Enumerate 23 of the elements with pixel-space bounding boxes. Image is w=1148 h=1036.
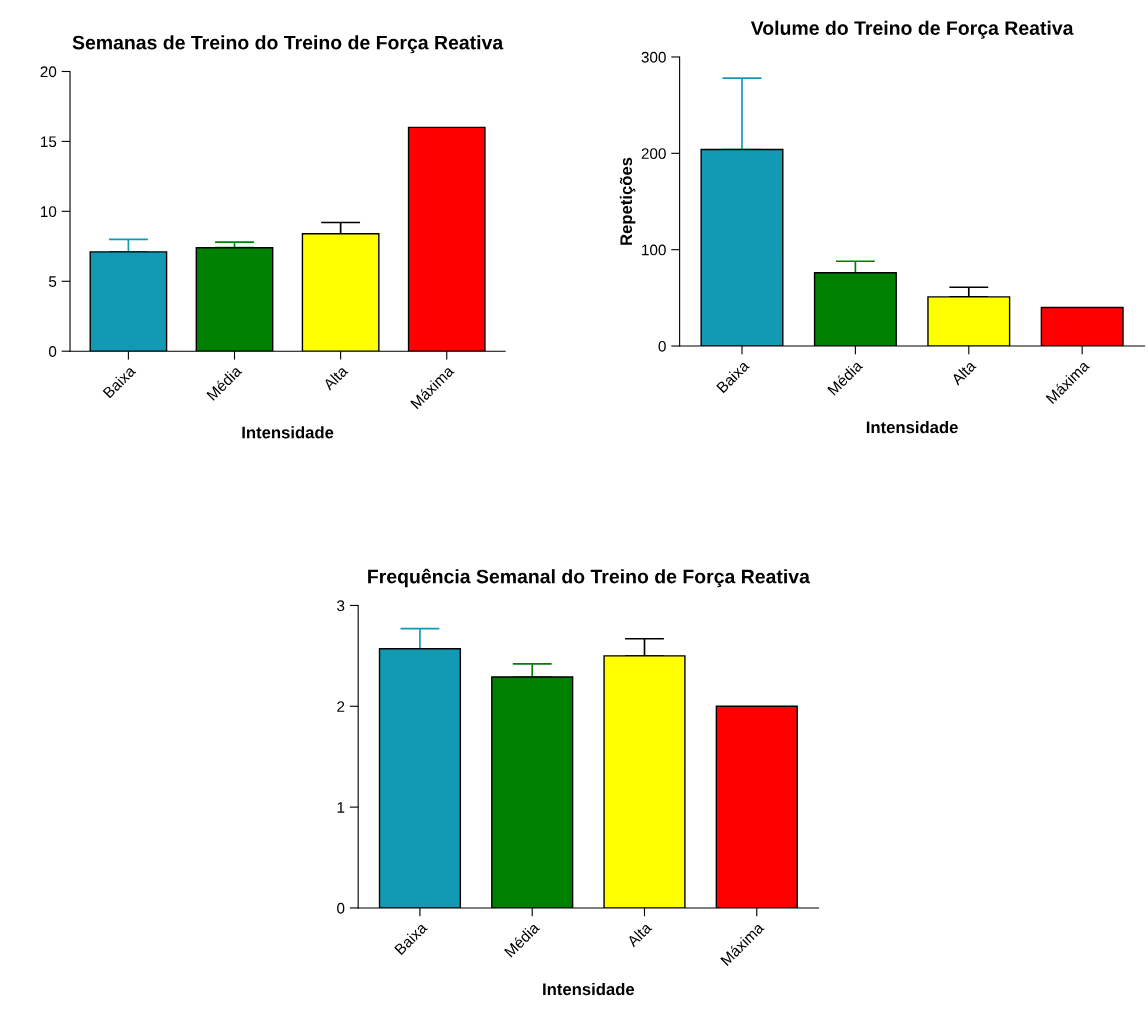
x-axis-title: Intensidade — [242, 426, 334, 439]
x-axis-title: Intensidade — [543, 982, 635, 996]
x-axis-title: Intensidade — [866, 420, 958, 434]
y-tick-label: 20 — [40, 66, 57, 78]
y-tick-label: 5 — [48, 276, 57, 287]
chart-title: Semanas de Treino do Treino de Força Reativa — [72, 35, 504, 54]
y-tick-label: 10 — [41, 206, 57, 218]
x-tick-label: Alta — [950, 359, 977, 386]
y-tick-label: 0 — [337, 902, 345, 914]
y-axis-title: Repetições — [619, 157, 636, 245]
y-tick-label: 100 — [642, 244, 666, 256]
y-tick-label: 300 — [641, 51, 666, 63]
y-tick-label: 2 — [337, 701, 345, 712]
x-tick-label: Alta — [625, 921, 653, 948]
y-tick-label: 0 — [48, 346, 57, 357]
y-tick-label: 15 — [41, 136, 57, 148]
chart-title: Frequência Semanal do Treino de Força Reativa — [368, 568, 811, 588]
chart-title: Volume do Treino de Força Reativa — [750, 20, 1074, 39]
y-tick-label: 200 — [641, 148, 666, 160]
x-tick-label: Alta — [322, 364, 349, 391]
y-tick-label: 3 — [337, 600, 345, 612]
y-tick-label: 0 — [658, 340, 666, 352]
y-tick-label: 1 — [337, 802, 345, 813]
